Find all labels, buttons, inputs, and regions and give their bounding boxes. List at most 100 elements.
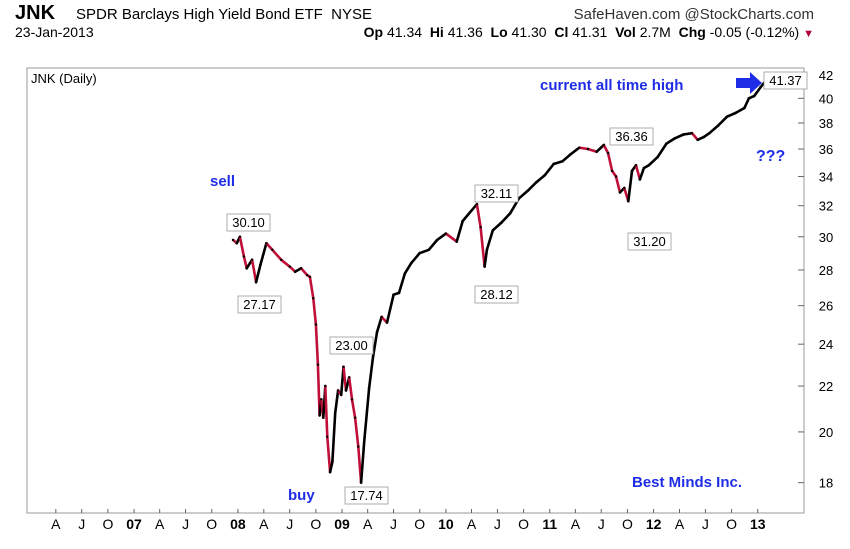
price-segment <box>595 143 606 153</box>
price-point <box>238 235 242 238</box>
change-value: -0.05 (-0.12%) <box>709 24 800 40</box>
price-segment <box>535 173 547 184</box>
down-triangle-icon: ▼ <box>803 28 814 40</box>
question-note: ??? <box>756 148 785 165</box>
price-segment <box>734 106 746 115</box>
price-point <box>475 203 479 206</box>
price-point <box>336 389 340 392</box>
buy-note: buy <box>288 487 315 504</box>
source-credit: SafeHaven.com @StockCharts.com <box>573 6 814 23</box>
price-point <box>245 267 248 270</box>
price-point <box>316 363 320 366</box>
price-segment <box>673 133 685 140</box>
price-point <box>610 169 614 173</box>
x-tick-label: J <box>78 516 85 532</box>
price-point <box>353 416 357 419</box>
price-point <box>569 153 572 156</box>
price-point <box>614 175 618 178</box>
close-label: Cl <box>554 24 569 40</box>
price-point <box>734 111 737 115</box>
y-tick-label: 20 <box>819 425 833 440</box>
x-tick-label: 09 <box>334 516 350 532</box>
price-point <box>331 460 334 463</box>
price-point <box>326 435 329 438</box>
x-tick-label: O <box>206 516 217 532</box>
price-point <box>328 470 332 474</box>
price-segment <box>325 435 332 474</box>
price-segment <box>347 376 354 401</box>
value-label-box <box>627 232 672 251</box>
price-point <box>259 263 262 267</box>
x-tick-label: O <box>102 516 113 532</box>
price-point <box>265 242 268 245</box>
brand-note: Best Minds Inc. <box>632 474 742 491</box>
x-tick-label: 11 <box>542 516 557 532</box>
value-label: 36.36 <box>615 129 648 144</box>
all-time-high-note: current all time high <box>540 77 683 94</box>
price-point <box>318 414 321 417</box>
price-point <box>344 389 348 392</box>
value-label: 23.00 <box>335 338 368 353</box>
price-segment <box>259 241 268 267</box>
change-label: Chg <box>678 24 706 40</box>
price-point <box>682 133 685 136</box>
right-arrow-icon <box>736 72 762 94</box>
price-segment <box>517 189 529 200</box>
price-segment <box>526 180 538 193</box>
price-point <box>535 181 538 184</box>
x-tick-label: A <box>51 516 61 532</box>
price-point <box>342 365 345 368</box>
price-point <box>418 251 421 255</box>
price-segment <box>254 263 262 284</box>
price-segment <box>461 202 479 223</box>
price-point <box>314 323 318 326</box>
value-label-box <box>237 295 282 314</box>
x-tick-label: A <box>155 516 165 532</box>
price-segment <box>614 175 622 194</box>
open-value: 41.34 <box>386 24 423 40</box>
price-segment <box>483 248 489 268</box>
price-point <box>410 262 413 265</box>
price-segment <box>569 146 581 156</box>
price-segment <box>314 323 320 367</box>
price-point <box>371 355 375 358</box>
price-segment <box>485 229 495 252</box>
price-point <box>359 481 363 484</box>
price-segment <box>385 293 395 324</box>
ticker-symbol: JNK <box>15 2 56 24</box>
price-point <box>254 281 258 284</box>
price-segment <box>647 155 659 167</box>
price-point <box>725 115 729 118</box>
price-point <box>280 258 283 261</box>
price-segment <box>743 97 751 110</box>
y-tick-label: 26 <box>819 299 833 314</box>
x-tick-label: J <box>598 516 605 532</box>
price-point <box>647 164 650 167</box>
price-point <box>630 169 634 173</box>
price-segment <box>543 162 556 177</box>
price-point <box>293 270 297 273</box>
price-point <box>320 398 323 401</box>
high-value: 41.36 <box>447 24 483 40</box>
y-tick-label: 28 <box>819 263 833 278</box>
price-segment <box>311 296 318 326</box>
x-tick-label: O <box>310 516 321 532</box>
x-tick-label: J <box>702 516 709 532</box>
price-segment <box>455 219 465 243</box>
value-label-box <box>474 285 519 304</box>
price-point <box>250 258 254 261</box>
price-segment <box>626 169 634 203</box>
panel-label: JNK (Daily) <box>31 71 97 86</box>
x-tick-label: A <box>363 516 373 532</box>
price-segment <box>375 315 383 334</box>
price-point <box>324 384 327 388</box>
x-tick-label: O <box>726 516 737 532</box>
price-segment <box>333 389 340 415</box>
price-segment <box>331 411 337 464</box>
price-segment <box>350 398 357 420</box>
price-point <box>485 248 489 251</box>
price-point <box>665 142 668 145</box>
close-value: 41.31 <box>572 24 608 40</box>
x-axis: A J O 07 A J O 08 A J O 09 A J O 10 A J O 11 A J O 12 A J O 13 <box>51 509 766 532</box>
price-segment <box>606 151 614 173</box>
